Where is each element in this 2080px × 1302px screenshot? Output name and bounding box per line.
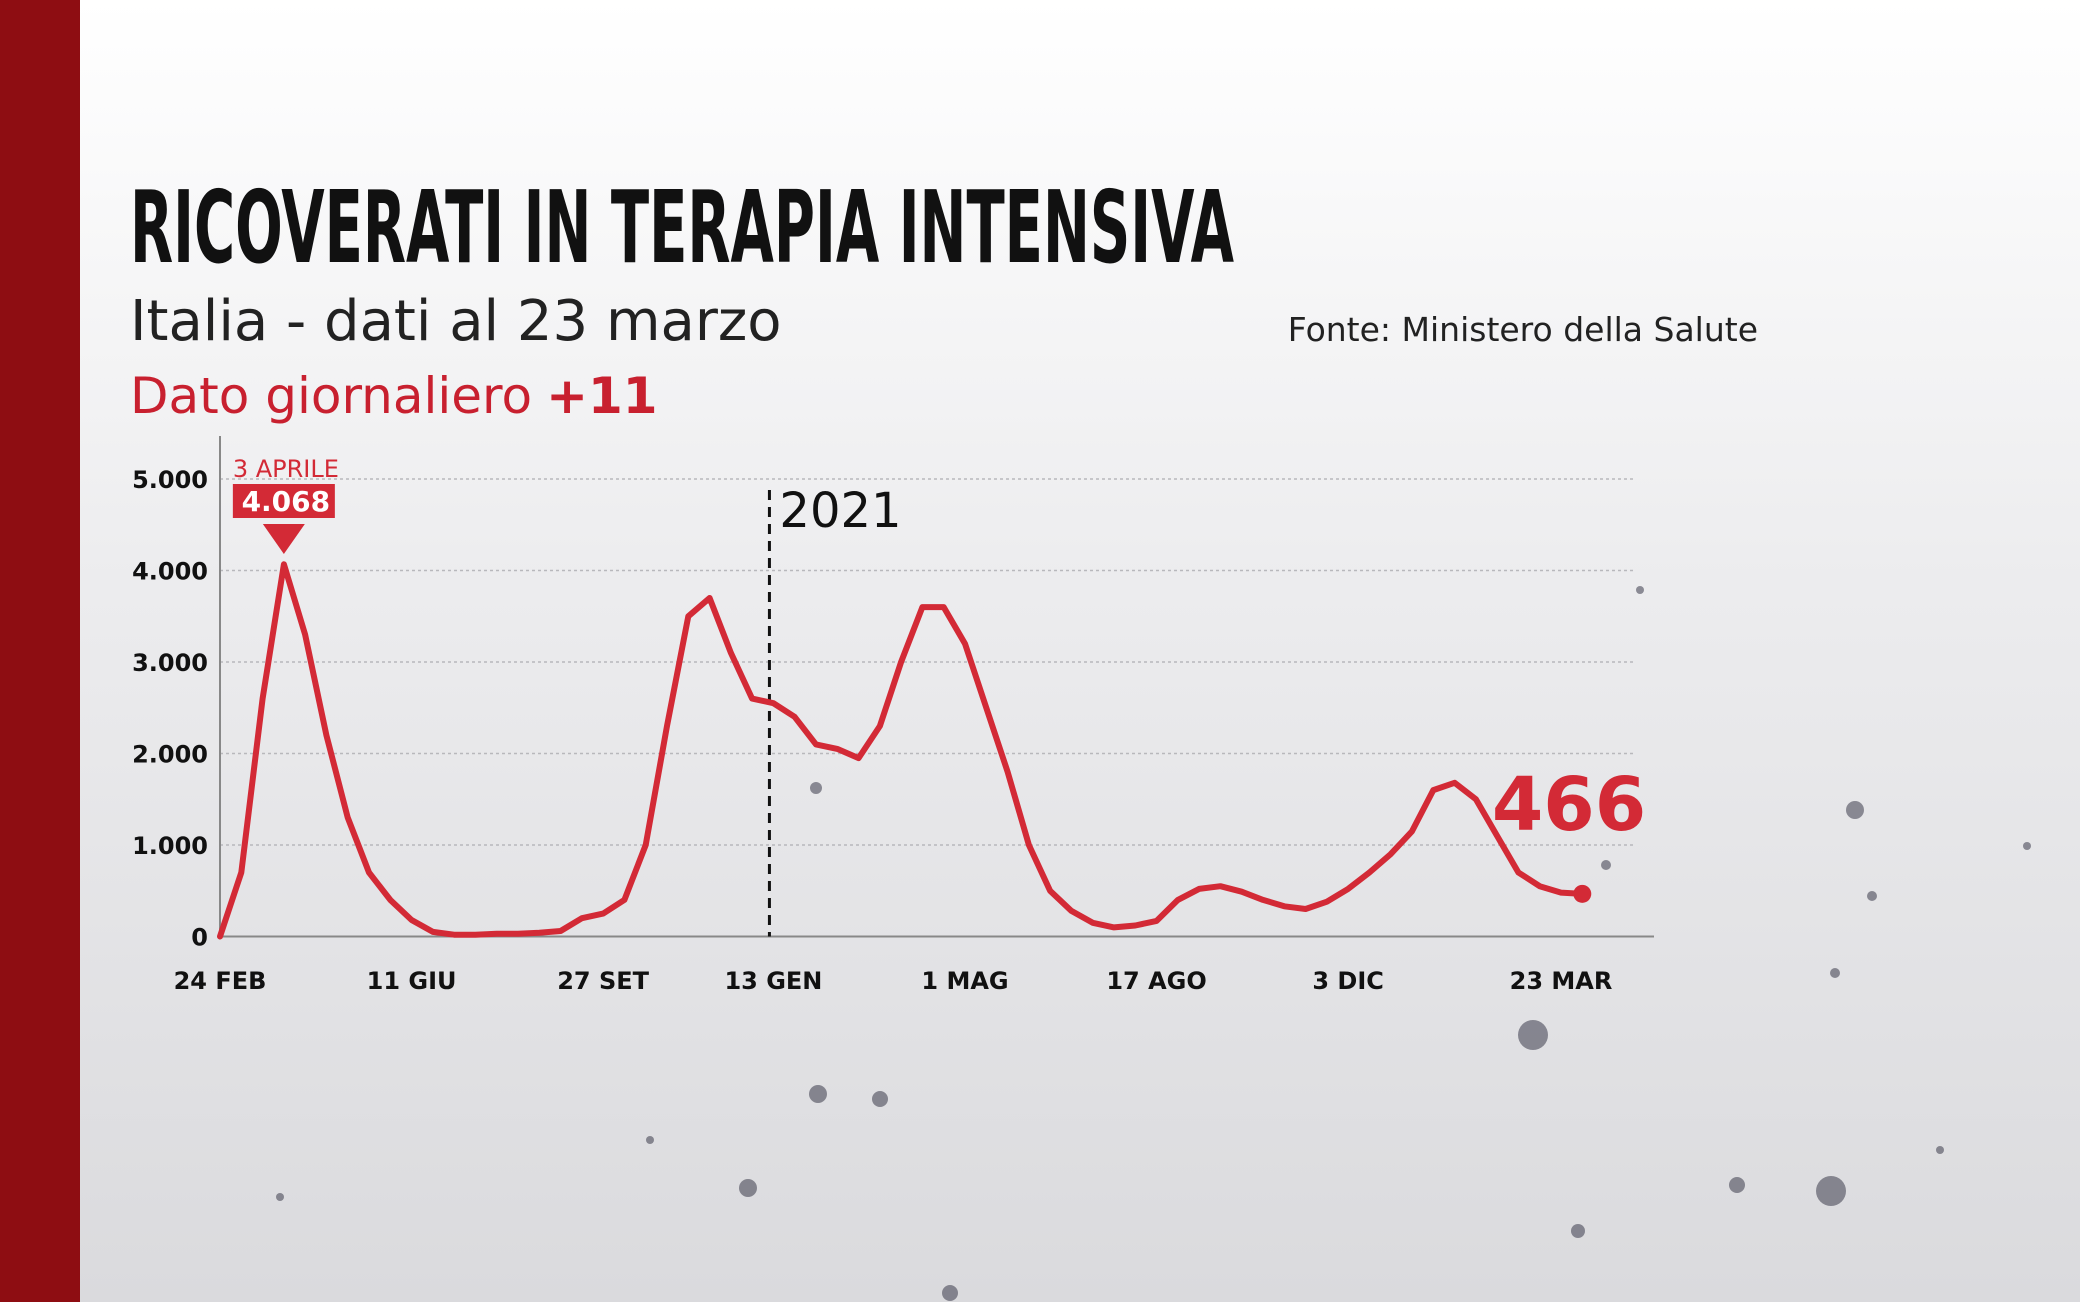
value-label: 466 [1492, 762, 1646, 848]
side-stripe [0, 0, 80, 1302]
daily-note: Dato giornaliero +11 [130, 367, 658, 425]
y-tick-label: 4.000 [132, 558, 208, 586]
x-tick-label: 23 MAR [1510, 967, 1613, 995]
x-tick-label: 1 MAG [921, 967, 1008, 995]
source: Fonte: Ministero della Salute [1288, 310, 1758, 349]
chart-subtitle: Italia - dati al 23 marzo [130, 289, 782, 354]
x-tick-label: 13 GEN [724, 967, 822, 995]
year-marker: 2021 [779, 483, 901, 539]
daily-label: Dato giornaliero [130, 367, 532, 425]
daily-change: +11 [546, 367, 657, 425]
end-point [1573, 884, 1592, 903]
x-tick-label: 17 AGO [1106, 967, 1206, 995]
y-tick-label: 0 [191, 924, 208, 952]
y-tick-label: 2.000 [132, 741, 208, 769]
y-tick-label: 5.000 [132, 466, 208, 494]
value-label-box [232, 484, 335, 518]
x-tick-label: 27 SET [557, 967, 649, 995]
x-tick-label: 24 FEB [174, 967, 267, 995]
value-label: 4.068 [242, 485, 331, 518]
decoration-dots [276, 586, 2031, 1301]
x-tick-label: 11 GIU [367, 967, 457, 995]
y-tick-label: 1.000 [132, 832, 208, 860]
peak-annotation: 3 APRILE [233, 455, 339, 483]
chart-title: RICOVERATI IN TERAPIA INTENSIVA [130, 169, 1234, 286]
value-label-pointer [262, 524, 305, 554]
y-tick-label: 3.000 [132, 649, 208, 677]
x-tick-label: 3 DIC [1312, 967, 1384, 995]
series-line [217, 561, 1586, 940]
